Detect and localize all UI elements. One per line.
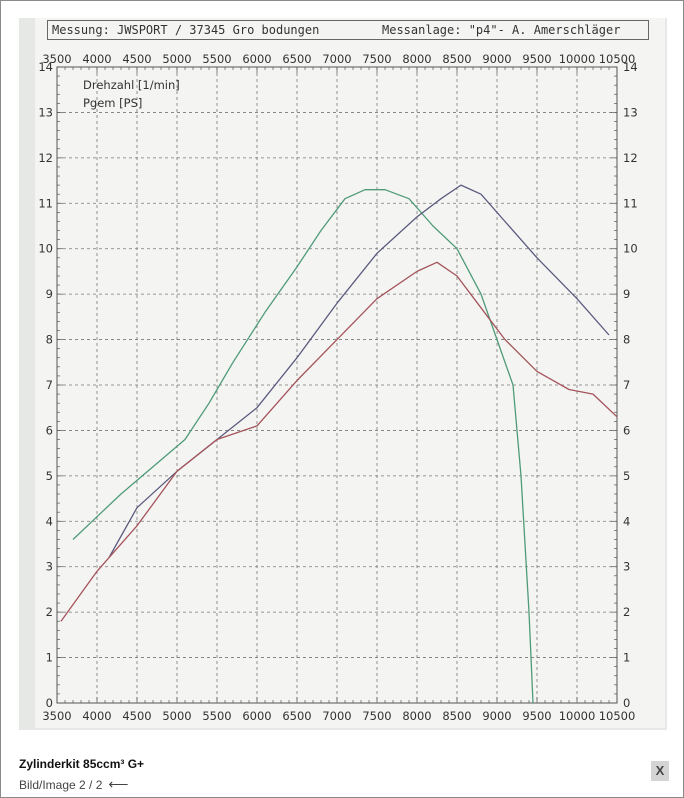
x-tick-label-bottom: 9000 <box>482 709 511 723</box>
x-tick-label-top: 8000 <box>402 52 431 66</box>
dyno-chart: 3500350040004000450045005000500055005500… <box>38 52 638 723</box>
series-line-2 <box>108 184 610 558</box>
measurement-header: Messung: JWSPORT / 37345 Gro bodungen Me… <box>47 20 649 40</box>
image-counter: Bild/Image 2 / 2 ⟵ <box>19 776 128 793</box>
x-tick-label-bottom: 4500 <box>122 709 151 723</box>
y-tick-label-right: 2 <box>623 605 630 619</box>
x-tick-label-top: 9500 <box>522 52 551 66</box>
y-tick-label-right: 1 <box>623 651 630 665</box>
dyno-chart-photo: Messung: JWSPORT / 37345 Gro bodungen Me… <box>19 18 667 730</box>
y-tick-label-right: 5 <box>623 469 630 483</box>
x-tick-label-top: 9000 <box>482 52 511 66</box>
x-tick-label-bottom: 3500 <box>42 709 71 723</box>
y-tick-label-left: 3 <box>46 560 53 574</box>
y-tick-label-right: 7 <box>623 378 630 392</box>
x-tick-label-top: 5500 <box>202 52 231 66</box>
x-tick-label-bottom: 4000 <box>82 709 111 723</box>
y-tick-label-left: 7 <box>46 378 53 392</box>
series-line-1 <box>72 189 534 704</box>
y-tick-label-right: 9 <box>623 287 630 301</box>
y-tick-label-left: 14 <box>38 60 53 74</box>
x-tick-label-bottom: 9500 <box>522 709 551 723</box>
legend-entry: Pgem [PS] <box>83 96 142 110</box>
previous-image-arrow-icon[interactable]: ⟵ <box>108 776 129 792</box>
x-tick-label-top: 8500 <box>442 52 471 66</box>
x-tick-label-bottom: 8500 <box>442 709 471 723</box>
x-tick-label-top: 5000 <box>162 52 191 66</box>
y-tick-label-left: 11 <box>38 196 53 210</box>
y-tick-label-left: 5 <box>46 469 53 483</box>
y-tick-label-right: 8 <box>623 333 630 347</box>
x-tick-label-top: 6500 <box>282 52 311 66</box>
x-tick-label-top: 7000 <box>322 52 351 66</box>
y-tick-label-left: 2 <box>46 605 53 619</box>
x-tick-label-bottom: 7500 <box>362 709 391 723</box>
image-counter-label: Bild/Image 2 / 2 <box>19 778 103 792</box>
y-tick-label-left: 10 <box>38 242 53 256</box>
x-tick-label-bottom: 7000 <box>322 709 351 723</box>
y-tick-label-left: 12 <box>38 151 53 165</box>
y-tick-label-right: 11 <box>623 196 638 210</box>
image-caption-title: Zylinderkit 85ccm³ G+ <box>19 757 145 771</box>
y-tick-label-right: 12 <box>623 151 638 165</box>
x-tick-label-top: 10500 <box>599 52 636 66</box>
y-tick-label-right: 10 <box>623 242 638 256</box>
series-line-3 <box>60 261 618 622</box>
close-button[interactable]: X <box>651 761 669 781</box>
y-tick-label-right: 13 <box>623 105 638 119</box>
y-tick-label-left: 6 <box>46 423 53 437</box>
x-tick-label-bottom: 6000 <box>242 709 271 723</box>
legend-entry: Drehzahl [1/min] <box>83 78 180 92</box>
y-tick-label-left: 4 <box>46 514 53 528</box>
y-tick-label-right: 0 <box>623 696 630 710</box>
x-tick-label-top: 6000 <box>242 52 271 66</box>
y-tick-label-left: 0 <box>46 696 53 710</box>
y-tick-label-left: 13 <box>38 105 53 119</box>
x-tick-label-top: 4500 <box>122 52 151 66</box>
x-tick-label-top: 4000 <box>82 52 111 66</box>
x-tick-label-bottom: 6500 <box>282 709 311 723</box>
y-tick-label-right: 4 <box>623 514 630 528</box>
y-tick-label-left: 1 <box>46 651 53 665</box>
x-tick-label-bottom: 5500 <box>202 709 231 723</box>
measurement-label: Messung: JWSPORT / 37345 Gro bodungen <box>52 23 320 37</box>
y-tick-label-left: 8 <box>46 333 53 347</box>
station-label: Messanlage: "p4"- A. Amerschläger <box>382 23 621 37</box>
y-tick-label-left: 9 <box>46 287 53 301</box>
x-tick-label-top: 3500 <box>42 52 71 66</box>
dyno-sheet: Messung: JWSPORT / 37345 Gro bodungen Me… <box>35 18 665 728</box>
x-tick-label-bottom: 10500 <box>599 709 636 723</box>
x-tick-label-bottom: 5000 <box>162 709 191 723</box>
y-tick-label-right: 14 <box>623 60 638 74</box>
y-tick-label-right: 6 <box>623 423 630 437</box>
x-tick-label-bottom: 8000 <box>402 709 431 723</box>
x-tick-label-bottom: 10000 <box>559 709 596 723</box>
x-tick-label-top: 7500 <box>362 52 391 66</box>
x-tick-label-top: 10000 <box>559 52 596 66</box>
y-tick-label-right: 3 <box>623 560 630 574</box>
